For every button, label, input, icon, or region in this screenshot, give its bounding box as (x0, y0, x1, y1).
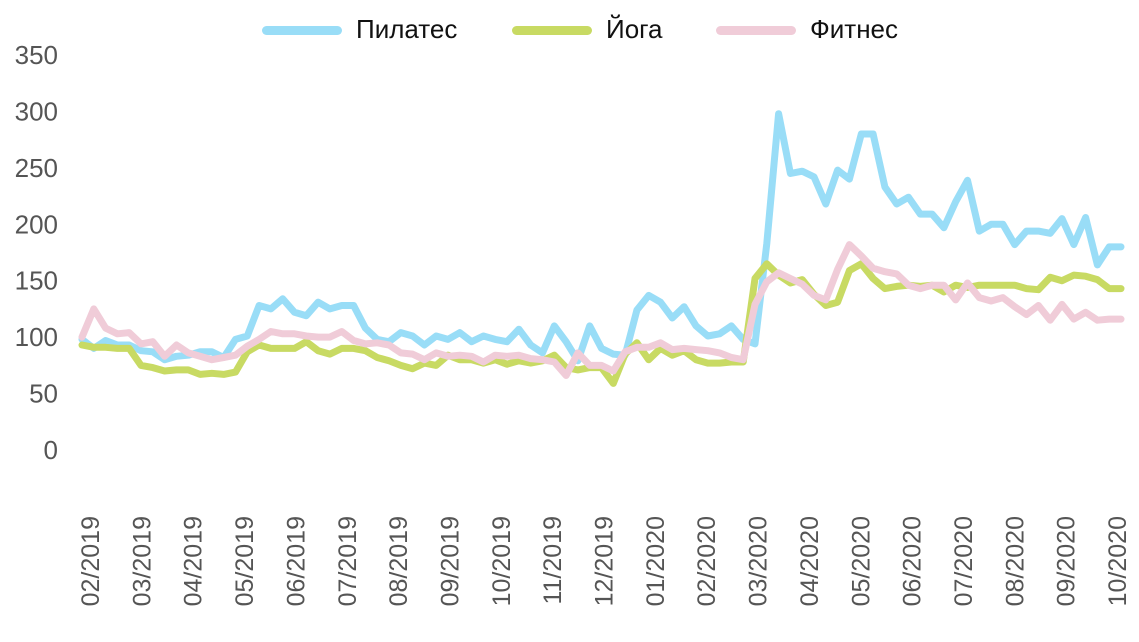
y-tick-label: 0 (44, 435, 58, 465)
legend-swatch-fitness (716, 26, 796, 35)
x-axis: 02/2019 03/2019 04/2019 05/2019 06/2019 07/20… (77, 516, 1132, 606)
legend-label-pilates: Пилатес (356, 14, 458, 44)
x-tick-label: 04/2020 (796, 516, 824, 606)
y-tick-label: 350 (15, 40, 58, 70)
x-tick-label: 05/2019 (231, 516, 259, 606)
x-tick-label: 11/2019 (539, 516, 567, 605)
plot-area (78, 110, 1125, 387)
x-tick-label: 07/2019 (334, 516, 362, 606)
y-tick-label: 100 (15, 322, 58, 352)
x-tick-label: 10/2020 (1104, 516, 1132, 606)
y-tick-label: 50 (29, 379, 58, 409)
legend-swatch-pilates (262, 26, 342, 35)
x-tick-label: 10/2019 (488, 516, 516, 606)
x-tick-label: 12/2019 (591, 516, 619, 606)
legend-label-fitness: Фитнес (810, 14, 899, 44)
x-tick-label: 06/2019 (282, 516, 310, 606)
series-line-fitness (78, 241, 1125, 379)
x-tick-label: 08/2020 (1001, 516, 1029, 606)
x-tick-label: 07/2020 (950, 516, 978, 606)
x-tick-label: 04/2019 (180, 516, 208, 606)
x-tick-label: 09/2020 (1053, 516, 1081, 606)
series-line-pilates (78, 110, 1125, 365)
x-tick-label: 02/2020 (693, 516, 721, 606)
x-tick-label: 03/2019 (128, 516, 156, 606)
y-tick-label: 300 (15, 96, 58, 126)
x-tick-label: 03/2020 (745, 516, 773, 606)
legend-swatch-yoga (512, 26, 592, 35)
y-tick-label: 250 (15, 153, 58, 183)
legend-label-yoga: Йога (606, 14, 663, 44)
x-tick-label: 05/2020 (847, 516, 875, 606)
y-tick-label: 150 (15, 266, 58, 296)
x-tick-label: 01/2020 (642, 516, 670, 606)
x-tick-label: 06/2020 (899, 516, 927, 606)
x-tick-label: 02/2019 (77, 516, 105, 606)
x-tick-label: 09/2019 (436, 516, 464, 606)
x-tick-label: 08/2019 (385, 516, 413, 606)
y-tick-label: 200 (15, 209, 58, 239)
legend: Пилатес Йога Фитнес (0, 12, 1139, 48)
y-axis: 0 50 100 150 200 250 300 350 (15, 40, 58, 465)
